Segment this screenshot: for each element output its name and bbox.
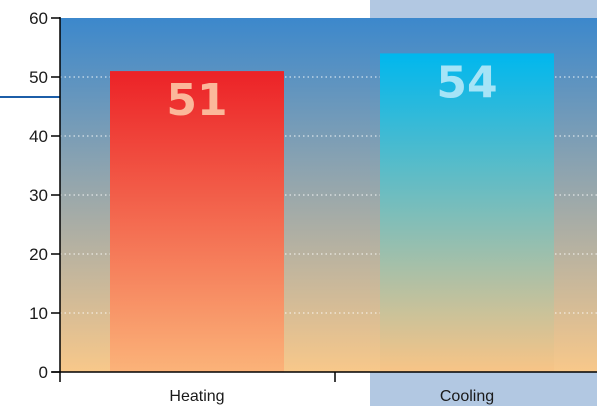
y-tick-label: 40 [29,127,48,146]
y-tick-label: 50 [29,68,48,87]
axes [0,17,597,382]
y-tick-label: 30 [29,186,48,205]
y-tick-label: 20 [29,245,48,264]
bar-heating [110,71,284,372]
bar-cooling [380,53,554,373]
labels: 0 10 20 30 40 50 60 Heating Cooling 51 54 [29,9,498,405]
bars [110,53,554,373]
y-tick-label: 60 [29,9,48,28]
data-label-cooling: 54 [436,57,497,108]
y-tick-label: 10 [29,304,48,323]
category-label-heating: Heating [169,388,224,405]
y-tick-label: 0 [39,363,48,382]
data-label-heating: 51 [166,75,227,126]
category-label-cooling: Cooling [440,388,494,405]
